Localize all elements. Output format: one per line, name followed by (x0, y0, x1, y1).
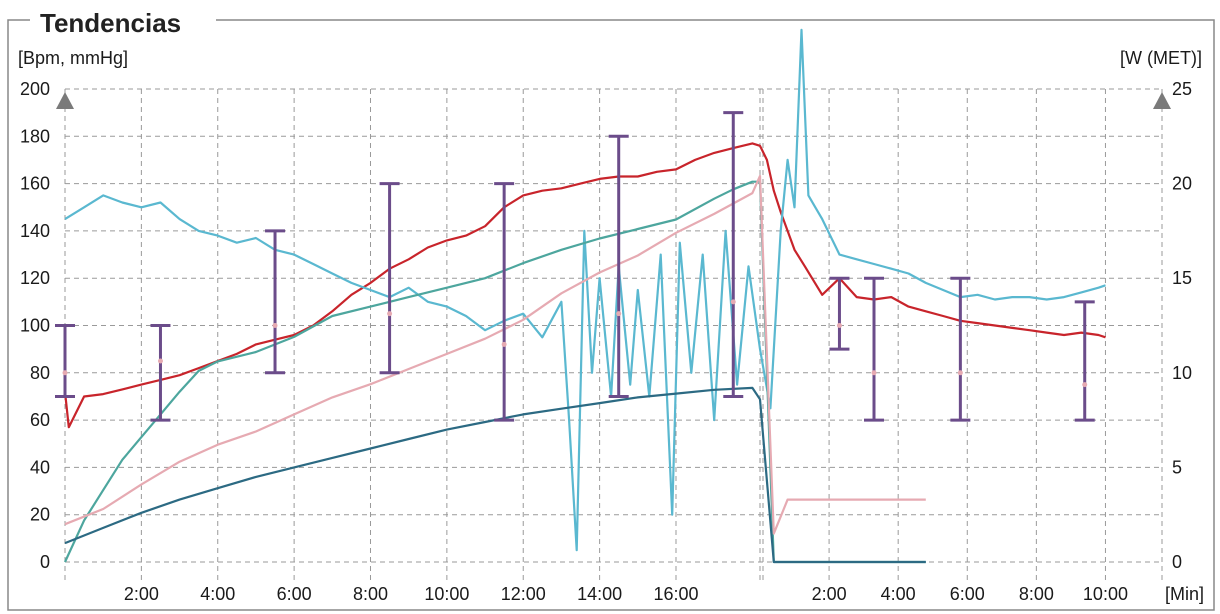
x-tick-exercise: 14:00 (577, 584, 622, 604)
left-axis-arrow (56, 92, 74, 109)
bp-mid-dot-8 (871, 370, 877, 376)
x-tick-recovery: 4:00 (881, 584, 916, 604)
bp-mid-dot-5 (616, 311, 622, 317)
y-tick-left: 40 (30, 457, 50, 477)
x-tick-recovery: 10:00 (1083, 584, 1128, 604)
title-background (30, 6, 216, 36)
y-tick-left: 60 (30, 410, 50, 430)
y-tick-right: 0 (1172, 552, 1182, 572)
right-axis-arrow (1153, 92, 1171, 109)
chart-frame (7, 19, 1215, 611)
bp-mid-dot-2 (272, 323, 278, 328)
series-line-3 (64, 174, 926, 535)
x-tick-exercise: 8:00 (353, 584, 388, 604)
y-tick-left: 120 (20, 268, 50, 288)
right-axis-label: [W (MET)] (1120, 48, 1202, 68)
tick-labels: 0 20 40 60 80 100 120 140 160 180 200 0 5 10 15 20 25 2:0… (20, 79, 1192, 604)
bp-mid-dot-4 (501, 341, 507, 347)
y-tick-right: 10 (1172, 363, 1192, 383)
series-line-4 (64, 386, 926, 564)
bp-mid-dot-9 (957, 370, 963, 376)
x-tick-exercise: 16:00 (653, 584, 698, 604)
series-line-2 (64, 180, 926, 564)
bp-mid-dot-6 (730, 299, 736, 305)
x-tick-exercise: 4:00 (200, 584, 235, 604)
y-tick-left: 80 (30, 363, 50, 383)
y-tick-left: 0 (40, 552, 50, 572)
y-tick-right: 5 (1172, 457, 1182, 477)
bp-mid-dot-3 (387, 311, 393, 317)
grid-lines (65, 88, 1162, 584)
chart-title: Tendencias (40, 8, 181, 38)
x-tick-exercise: 10:00 (424, 584, 469, 604)
y-tick-right: 25 (1172, 79, 1192, 99)
y-tick-left: 140 (20, 221, 50, 241)
y-tick-left: 100 (20, 316, 50, 336)
axes (56, 89, 1171, 584)
x-tick-exercise: 6:00 (277, 584, 312, 604)
bp-mid-dot-7 (836, 323, 842, 328)
bp-mid-dot-10 (1082, 382, 1088, 388)
x-tick-recovery: 2:00 (812, 584, 847, 604)
blood-pressure-markers (55, 111, 1095, 422)
y-tick-left: 20 (30, 505, 50, 525)
y-tick-left: 160 (20, 174, 50, 194)
series-line-1 (64, 28, 1106, 552)
series-line-0 (63, 142, 1106, 429)
y-tick-left: 180 (20, 126, 50, 146)
bp-mid-dot-0 (62, 370, 68, 376)
y-tick-right: 20 (1172, 174, 1192, 194)
y-tick-left: 200 (20, 79, 50, 99)
left-axis-label: [Bpm, mmHg] (18, 48, 128, 68)
x-tick-exercise: 12:00 (501, 584, 546, 604)
series-lines (63, 28, 1106, 564)
x-tick-recovery: 6:00 (950, 584, 985, 604)
x-tick-exercise: 2:00 (124, 584, 159, 604)
x-tick-recovery: 8:00 (1019, 584, 1054, 604)
y-tick-right: 15 (1172, 268, 1192, 288)
bp-mid-dot-1 (157, 358, 163, 364)
x-axis-label: [Min] (1165, 584, 1204, 604)
